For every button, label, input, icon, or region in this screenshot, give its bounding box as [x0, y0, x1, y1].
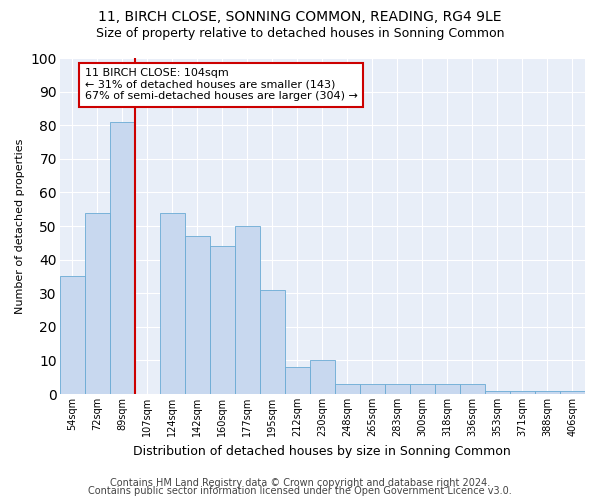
- Bar: [460, 384, 485, 394]
- Bar: [310, 360, 335, 394]
- Bar: [435, 384, 460, 394]
- Bar: [60, 276, 85, 394]
- Text: 11, BIRCH CLOSE, SONNING COMMON, READING, RG4 9LE: 11, BIRCH CLOSE, SONNING COMMON, READING…: [98, 10, 502, 24]
- Bar: [210, 246, 235, 394]
- Bar: [385, 384, 410, 394]
- Bar: [560, 390, 585, 394]
- Bar: [285, 367, 310, 394]
- Text: Size of property relative to detached houses in Sonning Common: Size of property relative to detached ho…: [96, 28, 504, 40]
- X-axis label: Distribution of detached houses by size in Sonning Common: Distribution of detached houses by size …: [133, 444, 511, 458]
- Bar: [335, 384, 360, 394]
- Bar: [360, 384, 385, 394]
- Text: Contains public sector information licensed under the Open Government Licence v3: Contains public sector information licen…: [88, 486, 512, 496]
- Y-axis label: Number of detached properties: Number of detached properties: [15, 138, 25, 314]
- Bar: [160, 212, 185, 394]
- Text: 11 BIRCH CLOSE: 104sqm
← 31% of detached houses are smaller (143)
67% of semi-de: 11 BIRCH CLOSE: 104sqm ← 31% of detached…: [85, 68, 358, 102]
- Bar: [85, 212, 110, 394]
- Bar: [535, 390, 560, 394]
- Bar: [410, 384, 435, 394]
- Bar: [110, 122, 135, 394]
- Bar: [485, 390, 510, 394]
- Bar: [235, 226, 260, 394]
- Bar: [260, 290, 285, 394]
- Bar: [185, 236, 210, 394]
- Bar: [510, 390, 535, 394]
- Text: Contains HM Land Registry data © Crown copyright and database right 2024.: Contains HM Land Registry data © Crown c…: [110, 478, 490, 488]
